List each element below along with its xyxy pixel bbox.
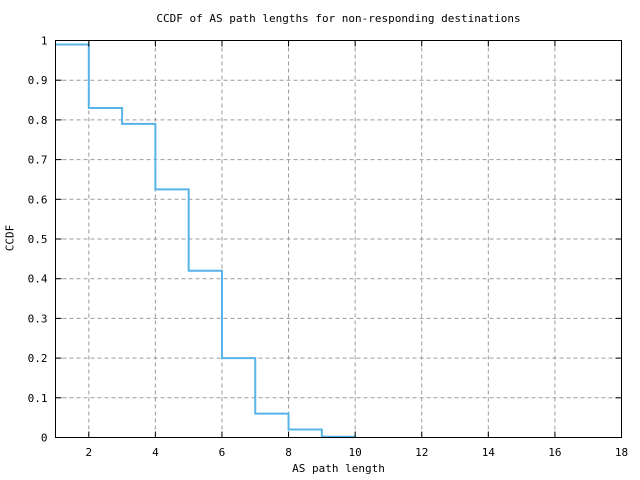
y-tick-label: 0.3 <box>28 312 48 325</box>
y-tick-label: 0.1 <box>28 392 48 405</box>
x-tick-label: 14 <box>482 446 496 459</box>
x-tick-label: 8 <box>285 446 292 459</box>
y-tick-label: 0.9 <box>28 74 48 87</box>
ccdf-step-line <box>55 43 357 438</box>
x-tick-label: 10 <box>349 446 362 459</box>
y-tick-label: 0 <box>41 432 48 445</box>
y-tick-label: 0.8 <box>28 114 48 127</box>
y-tick-label: 1 <box>41 35 48 48</box>
x-axis-label: AS path length <box>292 462 385 475</box>
y-tick-label: 0.7 <box>28 154 48 167</box>
chart-title: CCDF of AS path lengths for non-respondi… <box>156 12 521 25</box>
x-tick-label: 12 <box>415 446 428 459</box>
x-tick-label: 4 <box>152 446 159 459</box>
x-tick-label: 2 <box>85 446 92 459</box>
y-axis-label: CCDF <box>3 224 17 252</box>
y-tick-label: 0.4 <box>28 273 48 286</box>
x-tick-label: 6 <box>219 446 226 459</box>
y-tick-label: 0.6 <box>28 193 48 206</box>
x-tick-label: 18 <box>615 446 628 459</box>
y-tick-label: 0.2 <box>28 352 48 365</box>
x-tick-label: 16 <box>548 446 561 459</box>
y-tick-label: 0.5 <box>28 233 48 246</box>
